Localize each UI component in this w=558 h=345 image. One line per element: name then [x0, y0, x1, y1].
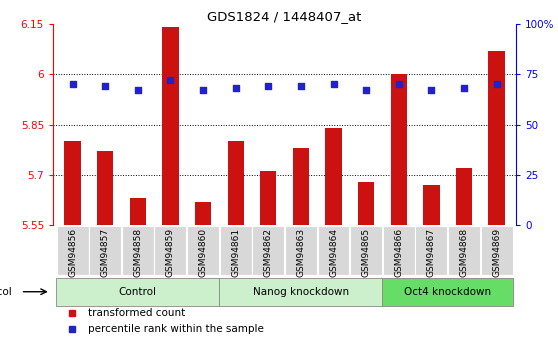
Text: GSM94865: GSM94865 — [362, 228, 371, 277]
Text: Nanog knockdown: Nanog knockdown — [253, 287, 349, 297]
Bar — [228, 141, 244, 225]
Text: GSM94860: GSM94860 — [199, 228, 208, 277]
FancyBboxPatch shape — [480, 226, 513, 275]
Bar — [423, 185, 440, 225]
Bar — [129, 198, 146, 225]
Point — [427, 88, 436, 93]
Point — [492, 82, 501, 87]
FancyBboxPatch shape — [448, 226, 480, 275]
Bar — [293, 148, 309, 225]
FancyBboxPatch shape — [285, 226, 317, 275]
Bar — [488, 51, 505, 225]
Text: GSM94863: GSM94863 — [296, 228, 305, 277]
Point — [296, 84, 305, 89]
Title: GDS1824 / 1448407_at: GDS1824 / 1448407_at — [208, 10, 362, 23]
Bar — [260, 171, 276, 225]
FancyBboxPatch shape — [220, 226, 252, 275]
Text: Oct4 knockdown: Oct4 knockdown — [404, 287, 491, 297]
FancyBboxPatch shape — [415, 226, 448, 275]
Bar — [325, 128, 341, 225]
Text: GSM94868: GSM94868 — [459, 228, 469, 277]
Bar — [97, 151, 113, 225]
FancyBboxPatch shape — [56, 278, 219, 306]
Text: percentile rank within the sample: percentile rank within the sample — [88, 324, 263, 334]
Point — [329, 82, 338, 87]
Text: GSM94859: GSM94859 — [166, 228, 175, 277]
Bar — [195, 201, 211, 225]
FancyBboxPatch shape — [122, 226, 154, 275]
FancyBboxPatch shape — [187, 226, 219, 275]
FancyBboxPatch shape — [383, 226, 415, 275]
Text: GSM94867: GSM94867 — [427, 228, 436, 277]
FancyBboxPatch shape — [155, 226, 186, 275]
FancyBboxPatch shape — [318, 226, 349, 275]
Text: protocol: protocol — [0, 287, 11, 297]
Point — [133, 88, 142, 93]
Bar — [391, 75, 407, 225]
Text: GSM94861: GSM94861 — [231, 228, 240, 277]
Point — [395, 82, 403, 87]
FancyBboxPatch shape — [350, 226, 382, 275]
Text: GSM94858: GSM94858 — [133, 228, 142, 277]
FancyBboxPatch shape — [252, 226, 284, 275]
Point — [264, 84, 273, 89]
Point — [166, 78, 175, 83]
Point — [459, 86, 468, 91]
Text: GSM94862: GSM94862 — [264, 228, 273, 277]
Text: transformed count: transformed count — [88, 308, 185, 318]
Bar — [456, 168, 472, 225]
Point — [68, 82, 77, 87]
Bar — [64, 141, 81, 225]
Text: GSM94856: GSM94856 — [68, 228, 77, 277]
FancyBboxPatch shape — [382, 278, 513, 306]
Point — [199, 88, 208, 93]
Text: GSM94857: GSM94857 — [100, 228, 110, 277]
Bar — [162, 28, 179, 225]
Text: GSM94866: GSM94866 — [395, 228, 403, 277]
Point — [362, 88, 371, 93]
Text: GSM94864: GSM94864 — [329, 228, 338, 277]
Text: GSM94869: GSM94869 — [492, 228, 501, 277]
Point — [101, 84, 110, 89]
Point — [231, 86, 240, 91]
FancyBboxPatch shape — [89, 226, 121, 275]
FancyBboxPatch shape — [219, 278, 382, 306]
Bar — [358, 181, 374, 225]
FancyBboxPatch shape — [56, 226, 89, 275]
Text: Control: Control — [119, 287, 157, 297]
